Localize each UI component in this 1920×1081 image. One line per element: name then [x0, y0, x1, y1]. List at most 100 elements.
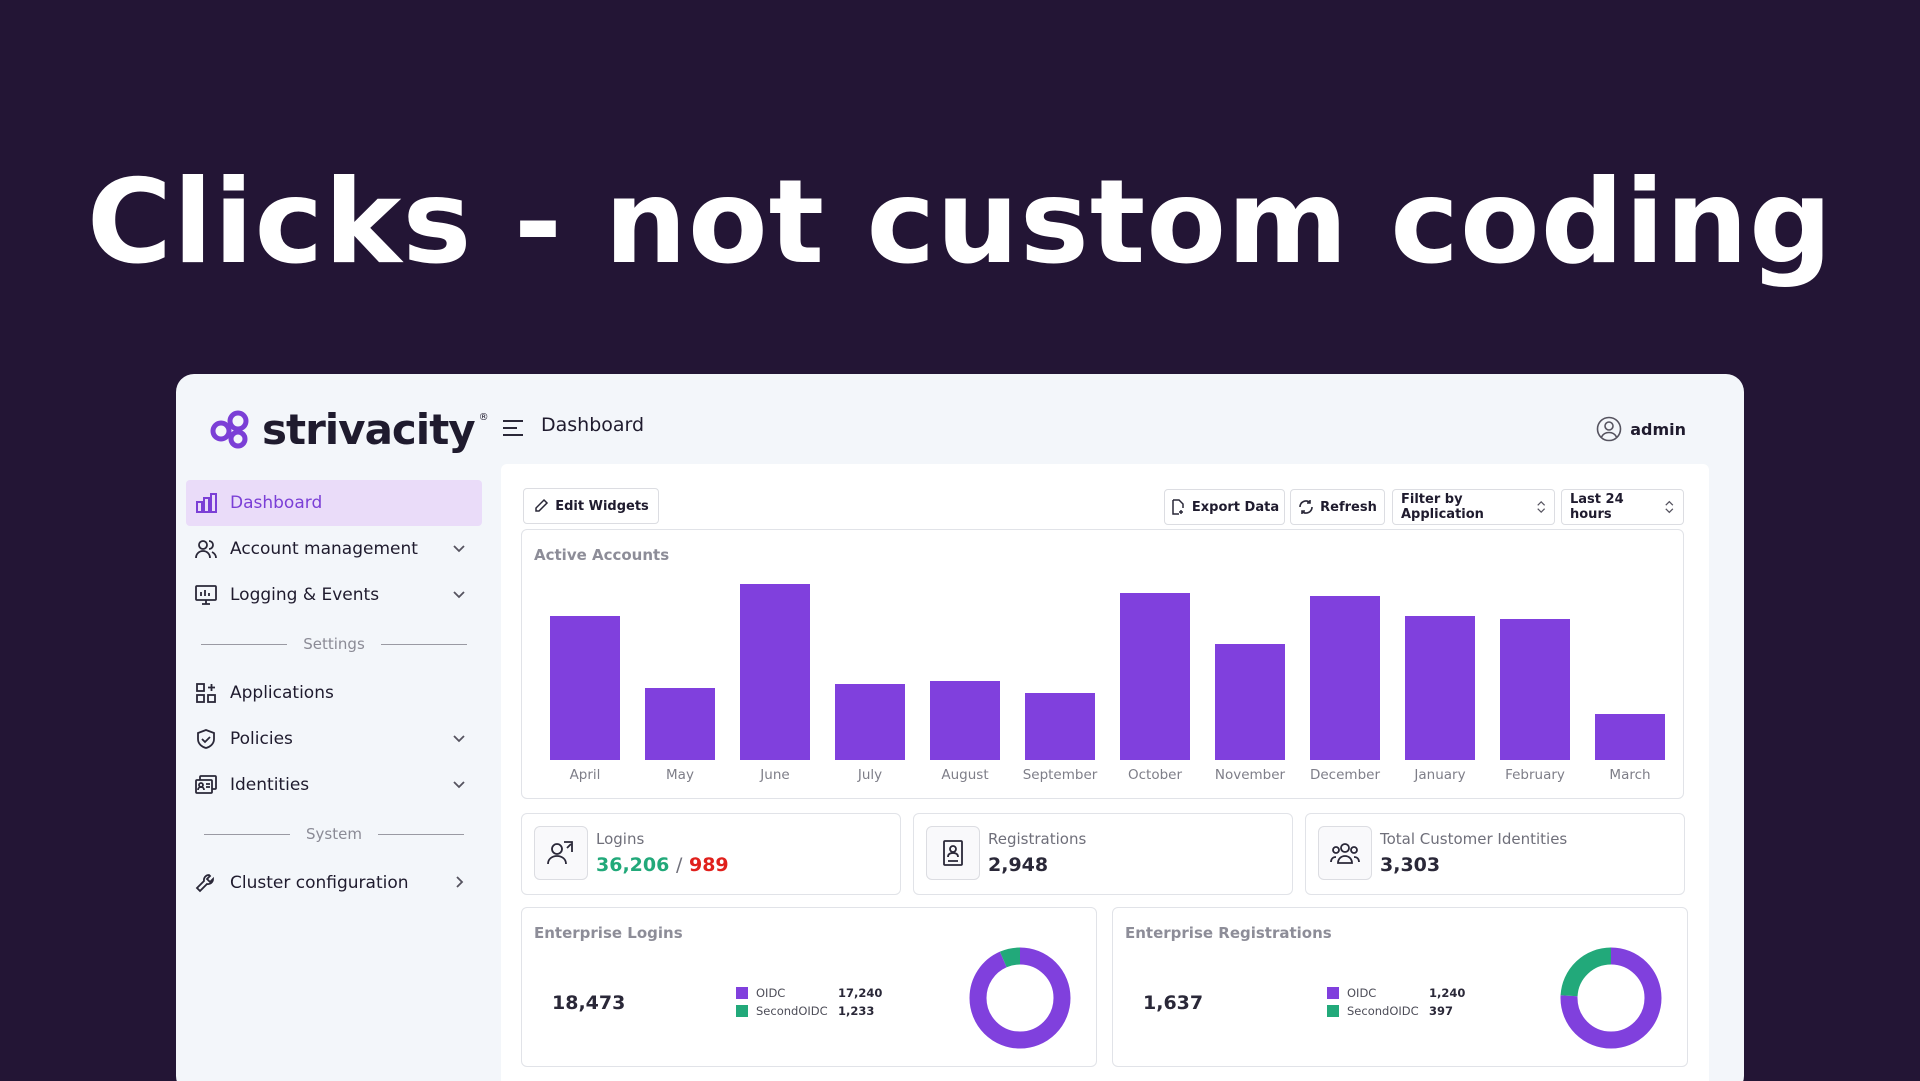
- x-tick-label: January: [1414, 767, 1466, 783]
- chevron-right-icon[interactable]: [450, 873, 468, 891]
- chevron-down-icon[interactable]: [450, 775, 468, 793]
- chart-bar[interactable]: [1595, 714, 1665, 760]
- chart-bar[interactable]: [1120, 593, 1190, 760]
- legend-value: 1,233: [838, 1004, 875, 1018]
- legend-name: OIDC: [756, 986, 786, 1000]
- user-group-icon: [1318, 826, 1372, 880]
- chart-title: Active Accounts: [534, 546, 670, 564]
- x-tick-label: December: [1309, 767, 1380, 783]
- enterprise-registrations-title: Enterprise Registrations: [1125, 924, 1332, 942]
- registrations-value: 2,948: [988, 854, 1049, 876]
- registrations-label: Registrations: [988, 830, 1087, 848]
- x-tick-label: February: [1505, 767, 1565, 783]
- total-customer-identities-card: Total Customer Identities 3,303: [1305, 813, 1685, 895]
- chart-bar[interactable]: [1405, 616, 1475, 760]
- login-user-icon: [534, 826, 588, 880]
- filter-by-application-select[interactable]: Filter by Application: [1392, 489, 1555, 525]
- donut-slice[interactable]: [969, 947, 1071, 1049]
- legend-value: 397: [1429, 1004, 1454, 1018]
- trademark-mark: ®: [478, 412, 489, 423]
- sidebar-item-dashboard[interactable]: Dashboard: [186, 480, 482, 526]
- legend-swatch: [1327, 1005, 1339, 1017]
- active-accounts-card: Active Accounts April May June July August Se…: [521, 529, 1684, 799]
- system-section-label: System: [306, 825, 362, 843]
- page-title: Dashboard: [541, 414, 645, 436]
- registration-form-icon: [926, 826, 980, 880]
- bar-chart-icon: [194, 491, 218, 515]
- export-data-label: Export Data: [1191, 499, 1280, 515]
- logins-card: Logins 36,206 / 989: [521, 813, 901, 895]
- user-avatar-icon: [1596, 416, 1622, 442]
- legend-item: SecondOIDC 397: [1327, 1002, 1465, 1020]
- sidebar-item-label: Identities: [230, 775, 310, 795]
- chart-bar[interactable]: [740, 584, 810, 760]
- username: admin: [1630, 419, 1686, 439]
- identity-card-icon: [194, 773, 218, 797]
- wrench-icon: [194, 871, 218, 895]
- logins-failed-count: 989: [688, 854, 729, 876]
- chart-bar[interactable]: [550, 616, 620, 760]
- total-identities-label: Total Customer Identities: [1380, 830, 1568, 848]
- logins-separator: /: [675, 854, 683, 876]
- donut-slice[interactable]: [969, 947, 1071, 1049]
- total-identities-value: 3,303: [1380, 854, 1441, 876]
- donut-slice[interactable]: [1560, 947, 1662, 1049]
- user-menu[interactable]: admin: [1596, 416, 1686, 442]
- export-file-icon: [1172, 499, 1184, 515]
- sidebar-item-policies[interactable]: Policies: [186, 716, 482, 762]
- sidebar-item-cluster-configuration[interactable]: Cluster configuration: [186, 860, 482, 906]
- enterprise-registrations-card: Enterprise Registrations 1,637 OIDC 1,24…: [1112, 907, 1688, 1067]
- x-tick-label: March: [1609, 767, 1651, 783]
- sidebar-item-applications[interactable]: Applications: [186, 670, 482, 716]
- export-data-button[interactable]: Export Data: [1164, 489, 1285, 525]
- registrations-card: Registrations 2,948: [913, 813, 1293, 895]
- chart-bar[interactable]: [1025, 693, 1095, 760]
- chevron-down-icon[interactable]: [450, 729, 468, 747]
- legend-swatch: [736, 987, 748, 999]
- enterprise-registrations-donut: [1560, 947, 1662, 1049]
- chart-bar[interactable]: [1215, 644, 1285, 760]
- edit-widgets-label: Edit Widgets: [555, 498, 649, 514]
- refresh-label: Refresh: [1320, 499, 1377, 515]
- enterprise-logins-legend: OIDC 17,240 SecondOIDC 1,233: [736, 984, 882, 1020]
- chart-bar[interactable]: [835, 684, 905, 760]
- x-tick-label: October: [1127, 767, 1183, 783]
- enterprise-registrations-total: 1,637: [1143, 992, 1204, 1014]
- active-accounts-chart: April May June July August September October No…: [522, 530, 1685, 800]
- time-range-select[interactable]: Last 24 hours: [1561, 489, 1684, 525]
- sidebar-item-account-management[interactable]: Account management: [186, 526, 482, 572]
- legend-swatch: [736, 1005, 748, 1017]
- enterprise-logins-total: 18,473: [552, 992, 626, 1014]
- legend-name: OIDC: [1347, 986, 1377, 1000]
- chart-bar[interactable]: [1500, 619, 1570, 760]
- edit-widgets-button[interactable]: Edit Widgets: [523, 488, 659, 524]
- legend-item: OIDC 17,240: [736, 984, 882, 1002]
- select-arrows-icon: [1536, 500, 1545, 514]
- logins-label: Logins: [596, 830, 645, 848]
- x-tick-label: September: [1022, 767, 1098, 783]
- filter-by-application-value: Filter by Application: [1401, 492, 1484, 522]
- sidebar-item-label: Policies: [230, 729, 293, 749]
- refresh-button[interactable]: Refresh: [1290, 489, 1385, 525]
- sidebar-item-logging-events[interactable]: Logging & Events: [186, 572, 482, 618]
- chevron-down-icon[interactable]: [450, 585, 468, 603]
- chart-bar[interactable]: [645, 688, 715, 760]
- refresh-icon: [1299, 500, 1313, 514]
- legend-name: SecondOIDC: [1347, 1004, 1419, 1018]
- x-tick-label: June: [760, 767, 790, 783]
- chart-bar[interactable]: [1310, 596, 1380, 760]
- x-tick-label: November: [1214, 767, 1286, 783]
- chart-bar[interactable]: [930, 681, 1000, 760]
- chevron-down-icon[interactable]: [450, 539, 468, 557]
- system-divider: System: [186, 808, 482, 860]
- sidebar-item-label: Dashboard: [230, 493, 323, 513]
- x-tick-label: July: [857, 767, 883, 783]
- sidebar-item-label: Logging & Events: [230, 585, 380, 605]
- brand-logo[interactable]: strivacity ®: [208, 404, 489, 454]
- x-tick-label: August: [941, 767, 989, 783]
- sidebar-item-identities[interactable]: Identities: [186, 762, 482, 808]
- hamburger-menu-icon[interactable]: [502, 418, 524, 438]
- strivacity-logo-icon: [210, 410, 249, 449]
- brand-name: strivacity: [262, 404, 476, 454]
- users-icon: [194, 537, 218, 561]
